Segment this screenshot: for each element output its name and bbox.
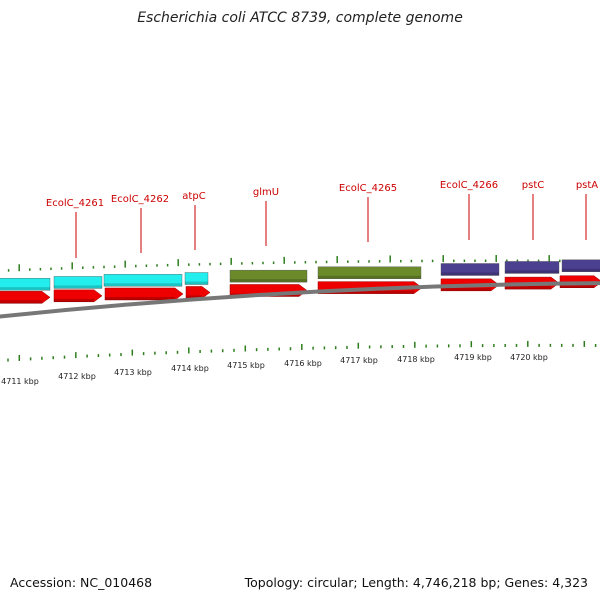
gene-label-lines xyxy=(75,194,587,258)
arrow-shade xyxy=(560,284,594,288)
gene-arrow xyxy=(185,286,211,299)
genome-backbone xyxy=(0,281,600,319)
position-labels: 4711 kbp 4712 kbp 4713 kbp 4714 kbp 4715… xyxy=(1,353,548,386)
feature-shade xyxy=(0,287,50,291)
feature-shade xyxy=(562,268,600,272)
gene-label: atpC xyxy=(182,191,205,202)
gene-arrow xyxy=(0,291,51,304)
kbp-label: 4717 kbp xyxy=(340,356,378,365)
feature-block xyxy=(103,274,183,287)
feature-shade xyxy=(54,285,102,289)
kbp-label: 4712 kbp xyxy=(58,372,96,381)
upper-tick-marks xyxy=(7,255,593,272)
arrow-shade xyxy=(186,295,202,299)
feature-block xyxy=(317,266,422,280)
gene-labels: EcolC_4261 EcolC_4262 atpC glmU EcolC_42… xyxy=(46,180,598,209)
gene-label: pstA xyxy=(576,180,598,191)
feature-shade xyxy=(505,270,559,274)
feature-block xyxy=(229,269,308,283)
kbp-label: 4713 kbp xyxy=(114,368,152,377)
feature-block xyxy=(440,263,500,276)
gene-arrow xyxy=(104,287,184,301)
kbp-label: 4719 kbp xyxy=(454,353,492,362)
accession-text: Accession: NC_010468 xyxy=(10,575,153,590)
feature-blocks xyxy=(0,259,600,291)
feature-block xyxy=(561,259,600,272)
kbp-label: 4715 kbp xyxy=(227,361,265,370)
gene-label: glmU xyxy=(253,187,279,198)
map-title: Escherichia coli ATCC 8739, complete gen… xyxy=(137,10,463,26)
feature-shade xyxy=(441,272,499,276)
kbp-label: 4718 kbp xyxy=(397,355,435,364)
feature-shade xyxy=(318,275,421,279)
kbp-label: 4711 kbp xyxy=(1,377,39,386)
feature-block xyxy=(53,276,103,289)
gene-label: EcolC_4261 xyxy=(46,198,104,209)
feature-block xyxy=(504,261,560,274)
kbp-label: 4714 kbp xyxy=(171,364,209,373)
gene-label: pstC xyxy=(522,180,544,191)
arrow-shade xyxy=(105,296,175,300)
arrow-shade xyxy=(505,286,551,290)
arrow-shade xyxy=(54,298,94,302)
arrow-shade xyxy=(441,287,491,291)
feature-shade xyxy=(185,281,208,285)
gene-label: EcolC_4265 xyxy=(339,183,397,194)
topology-summary: Topology: circular; Length: 4,746,218 bp… xyxy=(244,575,588,590)
feature-shade xyxy=(230,279,307,283)
lower-tick-marks xyxy=(7,340,597,362)
arrow-shade xyxy=(318,290,414,294)
gene-label: EcolC_4262 xyxy=(111,194,169,205)
gene-arrow xyxy=(53,289,103,303)
kbp-label: 4716 kbp xyxy=(284,359,322,368)
feature-block xyxy=(0,278,51,291)
kbp-label: 4720 kbp xyxy=(510,353,548,362)
feature-shade xyxy=(104,283,182,287)
feature-block xyxy=(184,272,209,285)
gene-label: EcolC_4266 xyxy=(440,180,498,191)
arrow-shade xyxy=(0,300,42,304)
